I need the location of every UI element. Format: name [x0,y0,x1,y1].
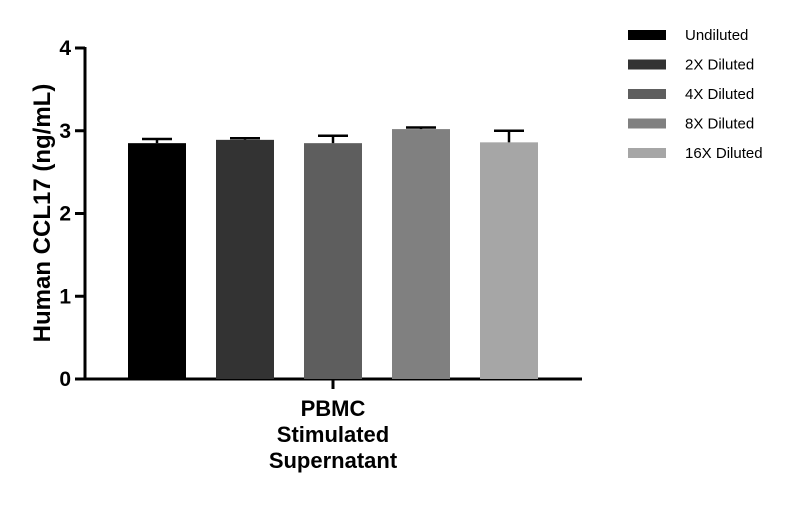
y-tick-label: 1 [59,285,71,308]
legend-label: Undiluted [685,27,748,44]
y-axis: 0 1 2 3 4 [59,37,87,391]
legend-swatch [628,89,666,99]
y-tick-label: 4 [59,37,71,60]
x-tick-label: PBMC Stimulated Supernatant [269,396,398,473]
legend-label: 16X Diluted [685,145,763,162]
legend-swatch [628,59,666,70]
bar-3 [304,143,362,379]
legend: Undiluted 2X Diluted 4X Diluted 8X Diluted 1… [628,27,763,162]
legend-swatch [628,148,666,158]
y-axis-label: Human CCL17 (ng/mL) [29,84,56,343]
legend-swatch [628,30,666,40]
bar-1 [128,143,186,379]
x-tick-label-line: Stimulated [277,422,389,447]
x-tick-label-line: PBMC [301,396,366,421]
legend-swatch [628,118,666,129]
bar-2 [216,139,274,379]
bars [128,126,538,379]
y-tick-label: 3 [59,120,71,143]
bar-5 [480,142,538,379]
x-tick-label-line: Supernatant [269,448,398,473]
legend-label: 8X Diluted [685,116,754,133]
bar-4 [392,129,450,379]
x-axis: PBMC Stimulated Supernatant [85,377,582,473]
legend-label: 4X Diluted [685,86,754,103]
legend-label: 2X Diluted [685,57,754,74]
y-tick-label: 0 [59,368,71,391]
y-tick-label: 2 [59,203,71,226]
